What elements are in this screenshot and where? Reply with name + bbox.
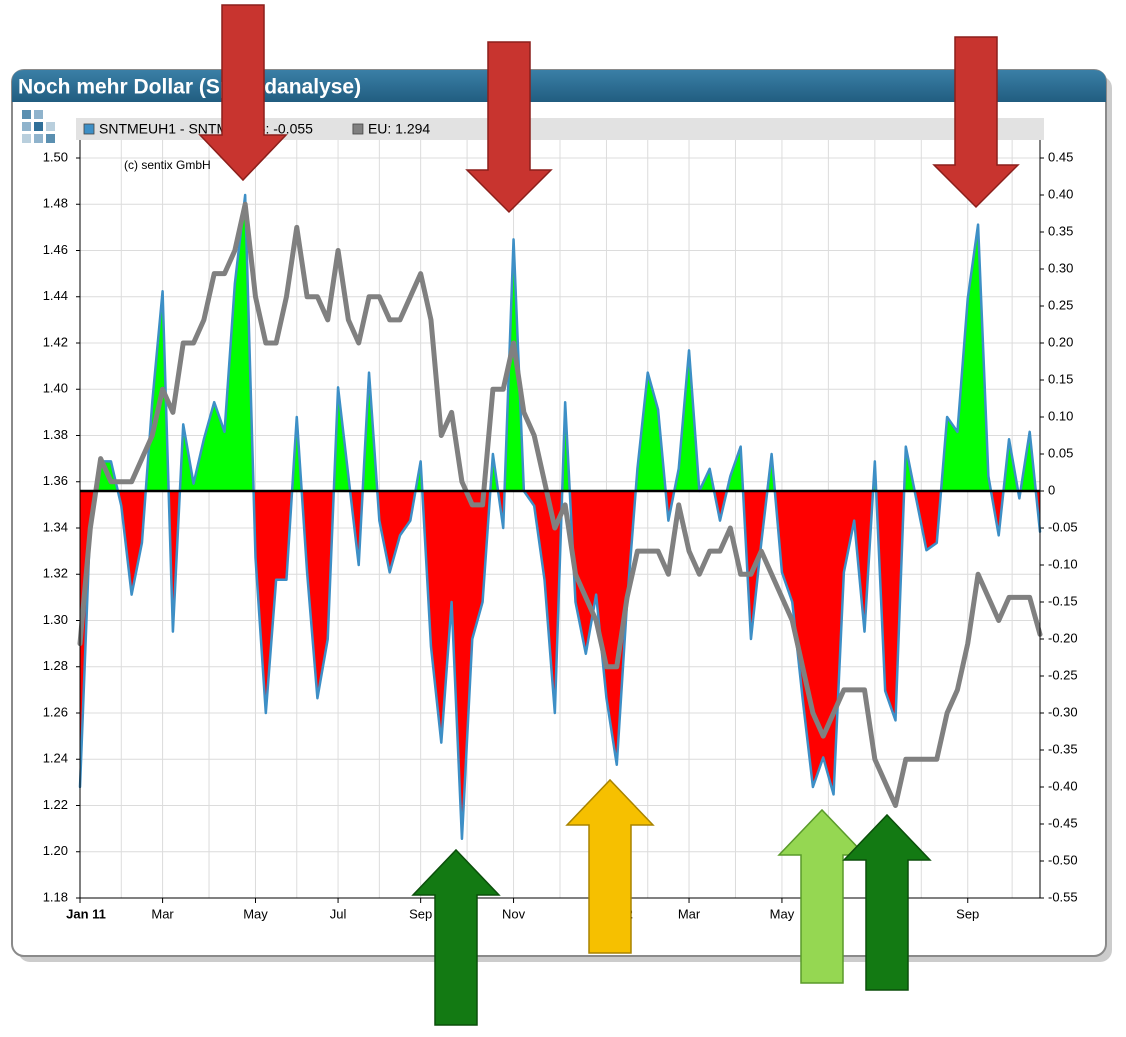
y-tick-label: 1.22 [43, 797, 68, 812]
y2-tick-label: 0 [1048, 482, 1055, 497]
y2-tick-label: 0.30 [1048, 260, 1073, 275]
arrow-down [465, 41, 553, 214]
chart-title: Noch mehr Dollar (Spreadanalyse) [18, 76, 361, 99]
x-tick-label: Mar [151, 906, 174, 921]
arrow-up [777, 808, 867, 984]
x-tick-label: Sep [956, 906, 979, 921]
arrow-up [842, 813, 932, 991]
y2-tick-label: -0.15 [1048, 593, 1078, 608]
y-tick-label: 1.18 [43, 889, 68, 904]
legend-bar [76, 118, 1044, 140]
series-line [78, 193, 1042, 841]
y2-tick-label: -0.25 [1048, 667, 1078, 682]
arrow-up [411, 848, 501, 1026]
area-negative [80, 491, 1040, 839]
arrow-down [198, 4, 288, 182]
y2-tick-label: 0.35 [1048, 223, 1073, 238]
y2-tick-label: -0.40 [1048, 778, 1078, 793]
arrows [198, 4, 1020, 1026]
y-tick-label: 1.24 [43, 751, 68, 766]
y2-tick-label: 0.40 [1048, 186, 1073, 201]
watermark: (c) sentix GmbH [124, 158, 211, 172]
x-tick-label: Jul [330, 906, 347, 921]
x-tick-label: May [243, 906, 268, 921]
y-tick-label: 1.32 [43, 566, 68, 581]
header-bar [12, 70, 1106, 102]
legend-swatch [83, 123, 95, 135]
y-tick-label: 1.30 [43, 612, 68, 627]
y2-tick-label: -0.30 [1048, 704, 1078, 719]
y-tick-label: 1.40 [43, 381, 68, 396]
y2-tick-label: -0.35 [1048, 741, 1078, 756]
y-tick-label: 1.50 [43, 149, 68, 164]
x-tick-label: Mar [678, 906, 701, 921]
series-line [77, 201, 1043, 808]
legend-swatch [352, 123, 364, 135]
y-tick-label: 1.34 [43, 519, 68, 534]
y-tick-label: 1.46 [43, 242, 68, 257]
y2-tick-label: -0.10 [1048, 556, 1078, 571]
y-tick-label: 1.42 [43, 334, 68, 349]
legend-label: EU: 1.294 [368, 121, 430, 137]
x-tick-label: Sep [409, 906, 432, 921]
arrow-down [932, 36, 1020, 209]
y2-tick-label: -0.20 [1048, 630, 1078, 645]
y-tick-label: 1.28 [43, 658, 68, 673]
y-tick-label: 1.20 [43, 843, 68, 858]
arrow-up [565, 778, 655, 954]
y2-tick-label: 0.10 [1048, 408, 1073, 423]
y2-tick-label: 0.45 [1048, 149, 1073, 164]
x-tick-label: May [770, 906, 795, 921]
y2-tick-label: 0.15 [1048, 371, 1073, 386]
x-tick-label: Nov [502, 906, 526, 921]
y-tick-label: 1.26 [43, 704, 68, 719]
logo [22, 110, 55, 143]
y2-tick-label: 0.25 [1048, 297, 1073, 312]
y-tick-label: 1.38 [43, 427, 68, 442]
y2-tick-label: 0.20 [1048, 334, 1073, 349]
y-tick-label: 1.36 [43, 473, 68, 488]
y2-tick-label: 0.05 [1048, 445, 1073, 460]
y-tick-label: 1.48 [43, 196, 68, 211]
x-tick-label: Jan 11 [66, 906, 106, 921]
y2-tick-label: -0.50 [1048, 852, 1078, 867]
y-tick-label: 1.44 [43, 288, 68, 303]
y2-tick-label: -0.45 [1048, 815, 1078, 830]
y2-tick-label: -0.55 [1048, 889, 1078, 904]
y2-tick-label: -0.05 [1048, 519, 1078, 534]
